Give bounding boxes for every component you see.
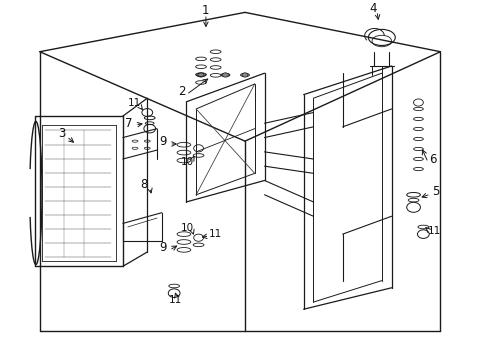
Text: 3: 3 bbox=[58, 127, 66, 140]
Text: 11: 11 bbox=[428, 226, 441, 236]
Text: 1: 1 bbox=[202, 4, 210, 17]
Text: 10: 10 bbox=[181, 223, 194, 233]
Text: 10: 10 bbox=[181, 157, 194, 167]
Text: 9: 9 bbox=[160, 241, 167, 254]
Text: 11: 11 bbox=[209, 229, 222, 239]
Text: 11: 11 bbox=[127, 98, 141, 108]
Text: 5: 5 bbox=[432, 185, 439, 198]
Circle shape bbox=[242, 73, 248, 77]
Circle shape bbox=[198, 73, 204, 77]
Text: 7: 7 bbox=[125, 117, 133, 130]
Text: 2: 2 bbox=[178, 85, 185, 98]
Text: 4: 4 bbox=[369, 2, 377, 15]
Text: 6: 6 bbox=[429, 153, 437, 166]
Text: 11: 11 bbox=[169, 295, 182, 305]
Text: 9: 9 bbox=[160, 135, 167, 148]
Text: 8: 8 bbox=[140, 177, 147, 190]
Circle shape bbox=[222, 73, 228, 77]
